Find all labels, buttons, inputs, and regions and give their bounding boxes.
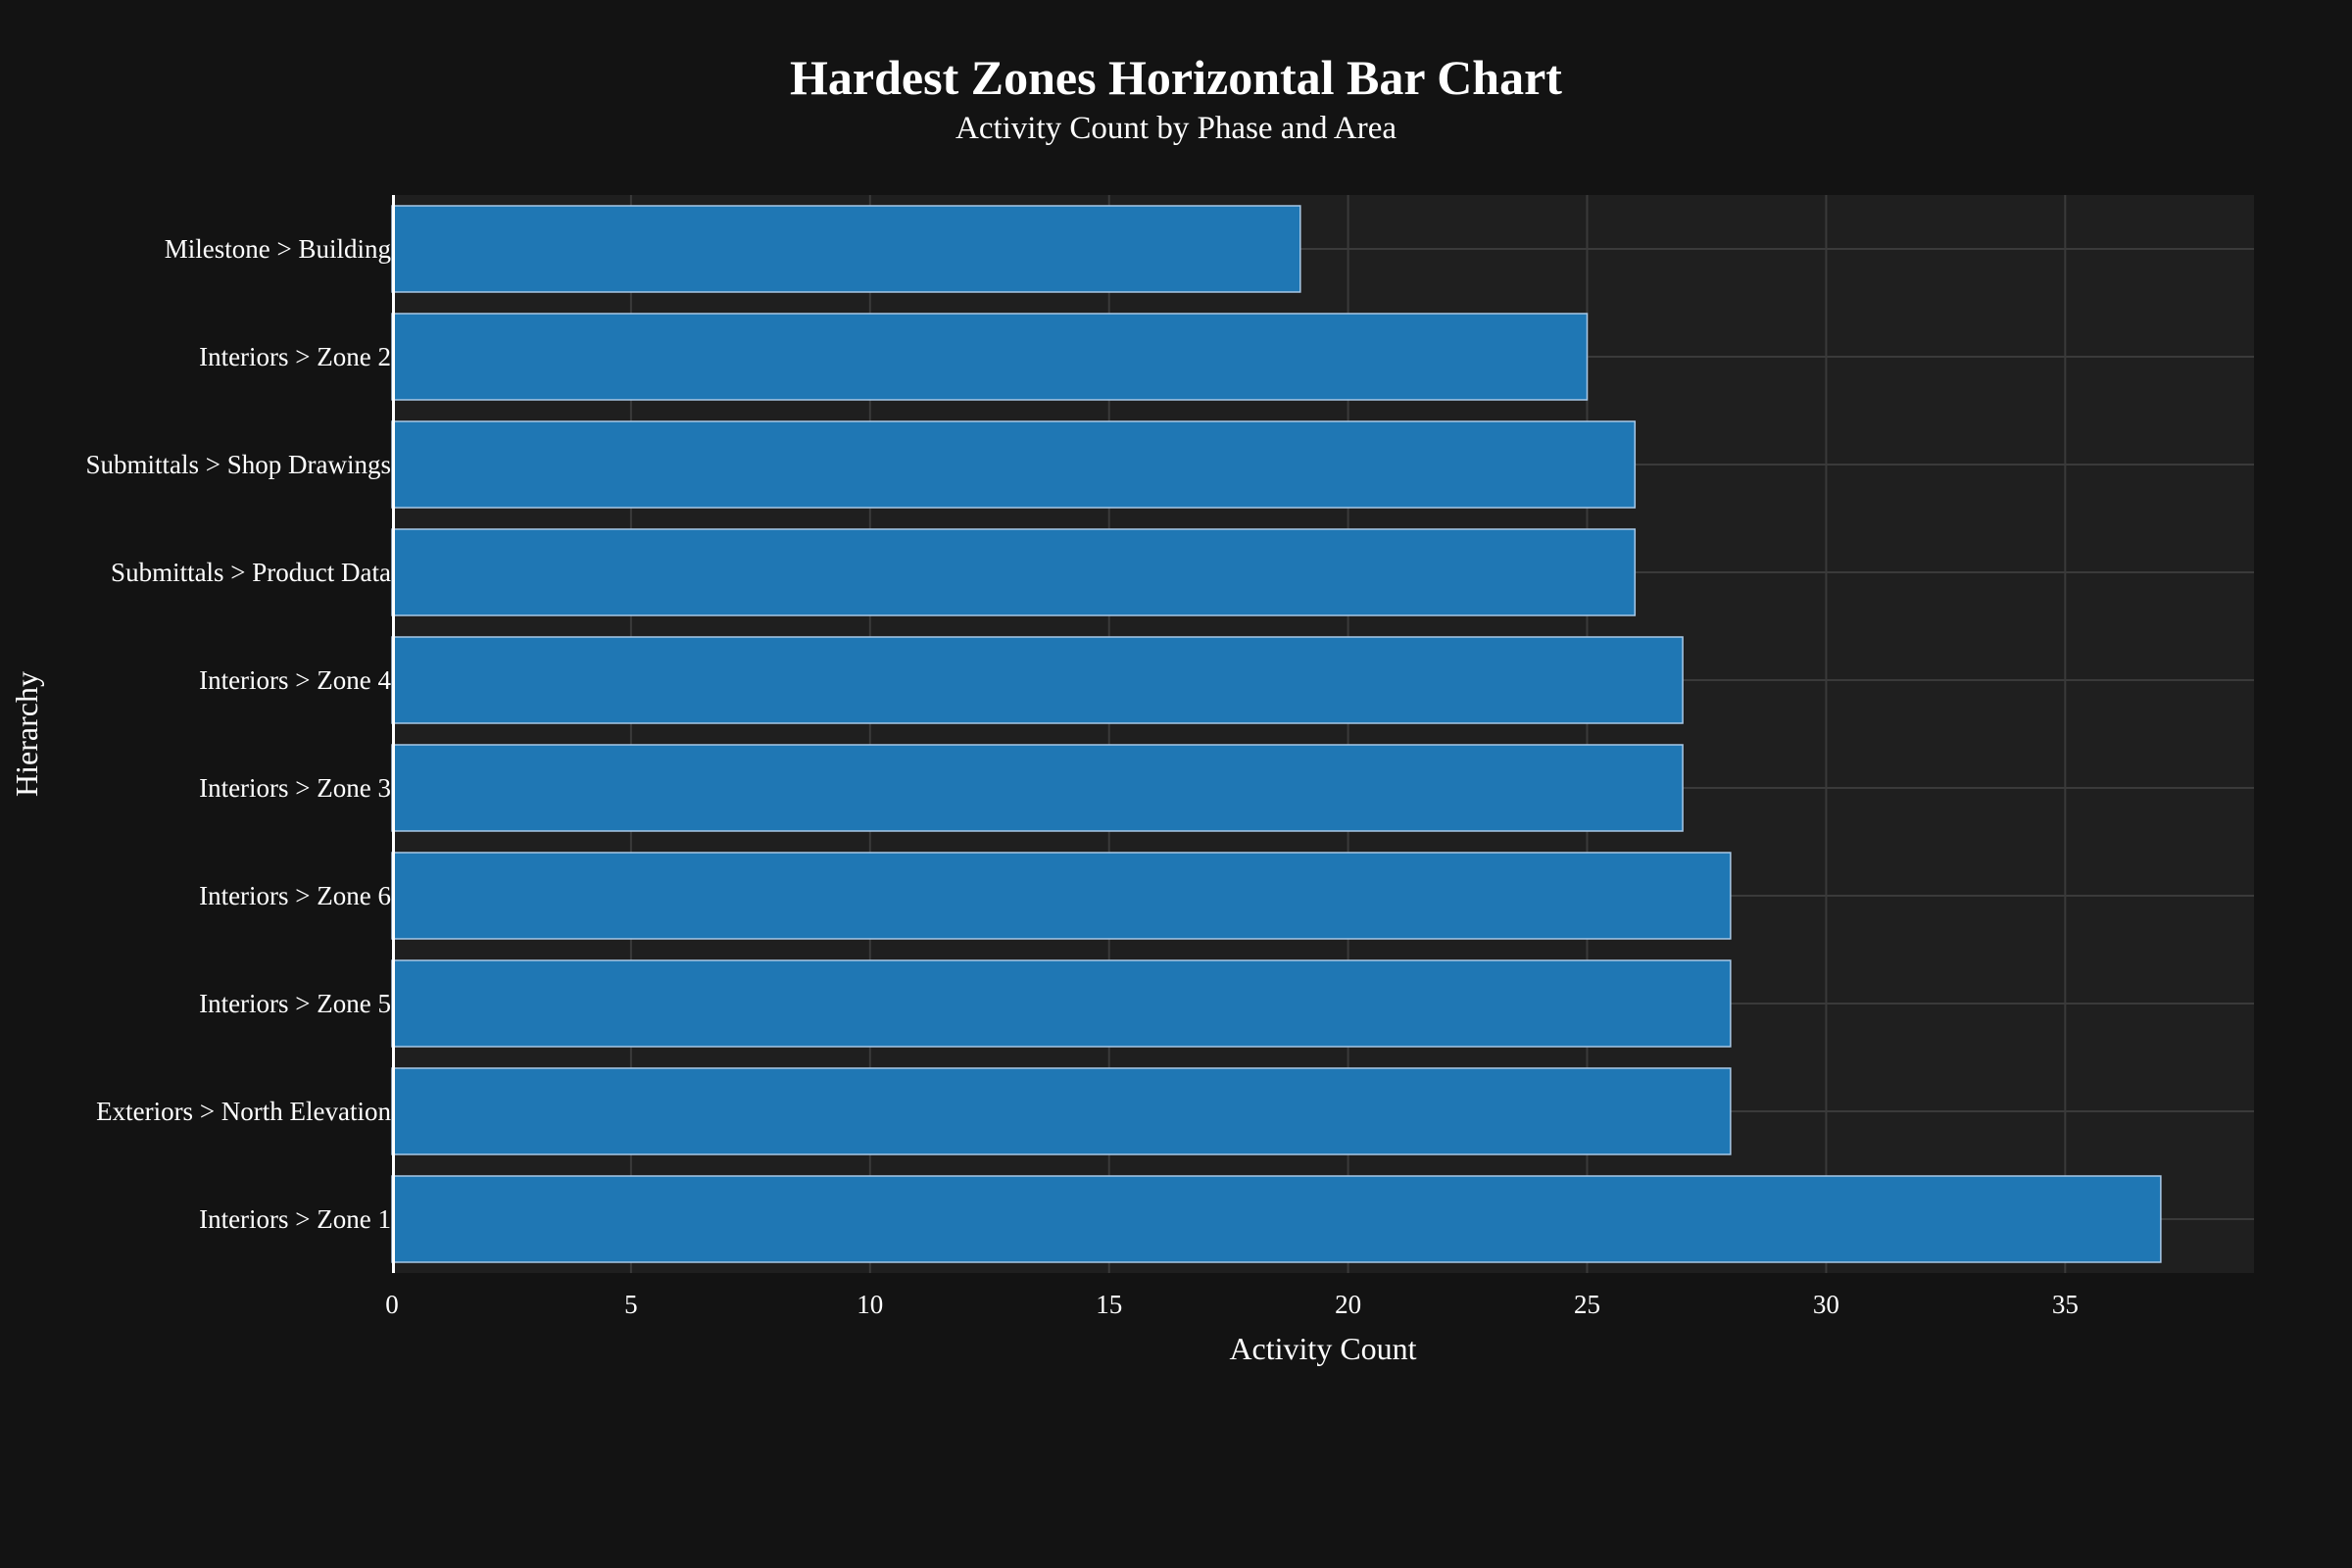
chart-title: Hardest Zones Horizontal Bar Chart xyxy=(790,50,1562,105)
y-tick-label: Interiors > Zone 3 xyxy=(199,773,391,803)
y-tick-label: Interiors > Zone 5 xyxy=(199,989,391,1018)
bars xyxy=(391,205,2162,1263)
y-tick-label: Exteriors > North Elevation xyxy=(96,1097,391,1126)
y-tick-label: Interiors > Zone 2 xyxy=(199,342,391,371)
bar[interactable] xyxy=(391,528,1637,616)
bar[interactable] xyxy=(391,744,1684,832)
x-tick-label: 0 xyxy=(385,1290,399,1319)
y-tick-label: Submittals > Shop Drawings xyxy=(86,450,392,479)
y-tick-labels: Milestone > Building Interiors > Zone 2 Su… xyxy=(86,234,392,1234)
x-tick-label: 10 xyxy=(857,1290,883,1319)
y-tick-label: Submittals > Product Data xyxy=(111,558,391,587)
x-tick-label: 20 xyxy=(1335,1290,1361,1319)
y-tick-label: Interiors > Zone 1 xyxy=(199,1204,391,1234)
x-tick-label: 30 xyxy=(1813,1290,1839,1319)
chart-subtitle: Activity Count by Phase and Area xyxy=(956,111,1396,146)
bar[interactable] xyxy=(391,959,1732,1048)
x-tick-label: 35 xyxy=(2052,1290,2079,1319)
bar[interactable] xyxy=(391,1175,2162,1263)
x-tick-label: 25 xyxy=(1574,1290,1600,1319)
x-tick-labels: 0 5 10 15 20 25 30 35 xyxy=(385,1290,2079,1319)
bar[interactable] xyxy=(391,1067,1732,1155)
bar[interactable] xyxy=(391,313,1589,401)
bar[interactable] xyxy=(391,205,1301,293)
bar[interactable] xyxy=(391,852,1732,940)
x-tick-label: 5 xyxy=(624,1290,638,1319)
x-axis-title: Activity Count xyxy=(1229,1331,1416,1366)
y-axis-title: Hierarchy xyxy=(9,671,44,797)
y-tick-label: Interiors > Zone 6 xyxy=(199,881,391,910)
bar[interactable] xyxy=(391,636,1684,724)
bar[interactable] xyxy=(391,420,1637,509)
x-tick-label: 15 xyxy=(1096,1290,1122,1319)
y-tick-label: Milestone > Building xyxy=(165,234,391,264)
y-tick-label: Interiors > Zone 4 xyxy=(199,665,391,695)
